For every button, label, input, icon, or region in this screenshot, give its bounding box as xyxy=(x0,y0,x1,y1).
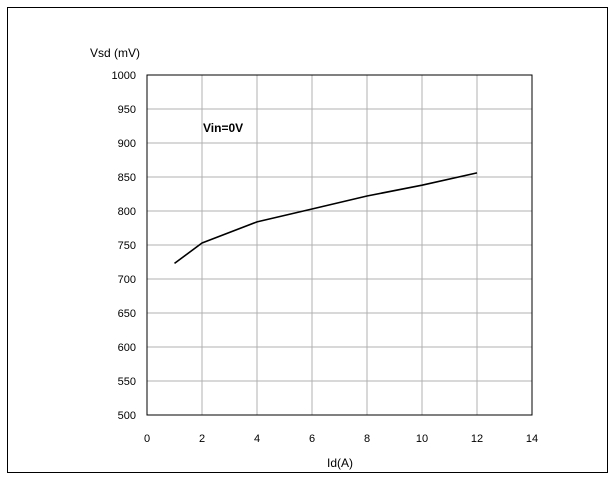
y-tick-label: 950 xyxy=(118,104,136,116)
series-layer xyxy=(174,172,478,265)
vin-annotation: Vin=0V xyxy=(203,121,243,135)
y-tick-label: 650 xyxy=(118,308,136,320)
x-tick-label: 4 xyxy=(254,433,260,445)
x-tick-label: 10 xyxy=(416,433,428,445)
y-axis-label: Vsd (mV) xyxy=(90,46,140,60)
y-tick-label: 900 xyxy=(118,138,136,150)
x-tick-label: 8 xyxy=(364,433,370,445)
x-tick-label: 12 xyxy=(471,433,483,445)
vsd-curve xyxy=(174,172,478,265)
grid-layer xyxy=(147,75,532,415)
y-tick-label: 600 xyxy=(118,342,136,354)
y-tick-label: 1000 xyxy=(112,70,136,82)
y-tick-label: 850 xyxy=(118,172,136,184)
plot-area-border xyxy=(146,74,533,416)
y-tick-label: 500 xyxy=(118,410,136,422)
x-tick-label: 6 xyxy=(309,433,315,445)
x-tick-label: 14 xyxy=(526,433,538,445)
x-axis-label: Id(A) xyxy=(327,456,353,470)
y-tick-label: 800 xyxy=(118,206,136,218)
y-tick-label: 700 xyxy=(118,274,136,286)
x-tick-label: 0 xyxy=(144,433,150,445)
y-tick-label: 550 xyxy=(118,376,136,388)
x-tick-label: 2 xyxy=(199,433,205,445)
y-tick-label: 750 xyxy=(118,240,136,252)
ticks-layer: 0 2 4 6 8 10 12 14 500 550 600 650 700 750 800 850 900 95… xyxy=(112,70,539,445)
chart-frame xyxy=(7,7,608,473)
